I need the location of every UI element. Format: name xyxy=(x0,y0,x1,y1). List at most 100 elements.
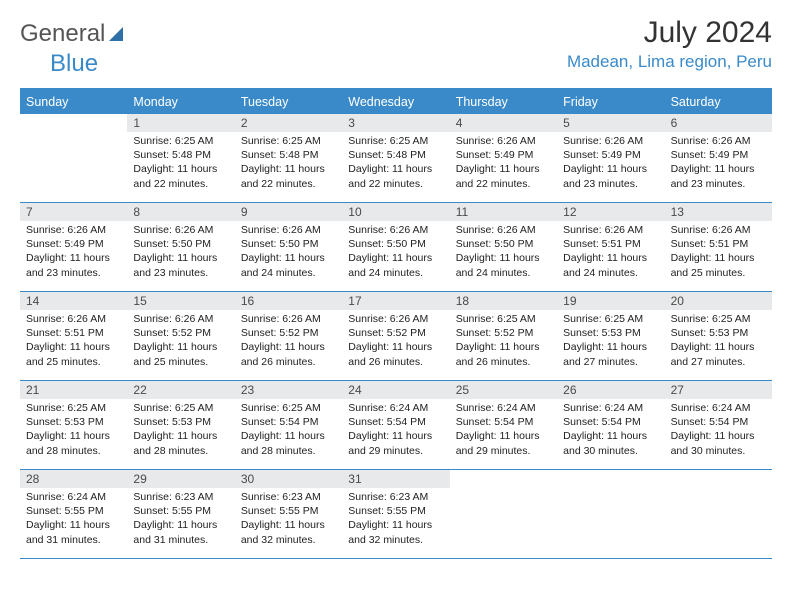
daylight-text-2: and 23 minutes. xyxy=(563,177,658,191)
daylight-text-1: Daylight: 11 hours xyxy=(133,518,228,532)
sunset-text: Sunset: 5:51 PM xyxy=(26,326,121,340)
daylight-text-2: and 26 minutes. xyxy=(456,355,551,369)
day-cell: 21Sunrise: 6:25 AMSunset: 5:53 PMDayligh… xyxy=(20,381,127,469)
day-cell: 3Sunrise: 6:25 AMSunset: 5:48 PMDaylight… xyxy=(342,114,449,202)
day-number-empty xyxy=(665,470,772,488)
weekday-header: Sunday Monday Tuesday Wednesday Thursday… xyxy=(20,90,772,114)
sail-icon xyxy=(109,27,123,41)
sunrise-text: Sunrise: 6:26 AM xyxy=(456,223,551,237)
daylight-text-2: and 25 minutes. xyxy=(133,355,228,369)
daylight-text-1: Daylight: 11 hours xyxy=(348,340,443,354)
daylight-text-1: Daylight: 11 hours xyxy=(671,162,766,176)
sunrise-text: Sunrise: 6:24 AM xyxy=(26,490,121,504)
day-cell: 29Sunrise: 6:23 AMSunset: 5:55 PMDayligh… xyxy=(127,470,234,558)
day-cell: 27Sunrise: 6:24 AMSunset: 5:54 PMDayligh… xyxy=(665,381,772,469)
sunrise-text: Sunrise: 6:23 AM xyxy=(348,490,443,504)
day-cell: 23Sunrise: 6:25 AMSunset: 5:54 PMDayligh… xyxy=(235,381,342,469)
day-cell: 31Sunrise: 6:23 AMSunset: 5:55 PMDayligh… xyxy=(342,470,449,558)
daylight-text-2: and 29 minutes. xyxy=(348,444,443,458)
sunrise-text: Sunrise: 6:26 AM xyxy=(348,312,443,326)
daylight-text-2: and 28 minutes. xyxy=(241,444,336,458)
day-cell: 18Sunrise: 6:25 AMSunset: 5:52 PMDayligh… xyxy=(450,292,557,380)
day-number: 20 xyxy=(665,292,772,310)
sunset-text: Sunset: 5:50 PM xyxy=(348,237,443,251)
day-cell: 30Sunrise: 6:23 AMSunset: 5:55 PMDayligh… xyxy=(235,470,342,558)
day-body: Sunrise: 6:24 AMSunset: 5:54 PMDaylight:… xyxy=(557,399,664,462)
daylight-text-2: and 31 minutes. xyxy=(133,533,228,547)
day-cell: 12Sunrise: 6:26 AMSunset: 5:51 PMDayligh… xyxy=(557,203,664,291)
sunset-text: Sunset: 5:50 PM xyxy=(241,237,336,251)
daylight-text-2: and 32 minutes. xyxy=(348,533,443,547)
daylight-text-2: and 22 minutes. xyxy=(348,177,443,191)
sunset-text: Sunset: 5:52 PM xyxy=(133,326,228,340)
day-cell: 2Sunrise: 6:25 AMSunset: 5:48 PMDaylight… xyxy=(235,114,342,202)
sunrise-text: Sunrise: 6:26 AM xyxy=(241,312,336,326)
day-cell: 7Sunrise: 6:26 AMSunset: 5:49 PMDaylight… xyxy=(20,203,127,291)
day-cell: 20Sunrise: 6:25 AMSunset: 5:53 PMDayligh… xyxy=(665,292,772,380)
sunrise-text: Sunrise: 6:26 AM xyxy=(671,223,766,237)
week-row: 21Sunrise: 6:25 AMSunset: 5:53 PMDayligh… xyxy=(20,381,772,470)
daylight-text-2: and 28 minutes. xyxy=(133,444,228,458)
daylight-text-1: Daylight: 11 hours xyxy=(671,340,766,354)
sunrise-text: Sunrise: 6:25 AM xyxy=(241,134,336,148)
day-body: Sunrise: 6:25 AMSunset: 5:53 PMDaylight:… xyxy=(665,310,772,373)
sunrise-text: Sunrise: 6:24 AM xyxy=(563,401,658,415)
daylight-text-1: Daylight: 11 hours xyxy=(456,162,551,176)
day-number: 8 xyxy=(127,203,234,221)
sunrise-text: Sunrise: 6:25 AM xyxy=(133,134,228,148)
sunrise-text: Sunrise: 6:25 AM xyxy=(348,134,443,148)
day-body: Sunrise: 6:24 AMSunset: 5:54 PMDaylight:… xyxy=(342,399,449,462)
daylight-text-1: Daylight: 11 hours xyxy=(26,429,121,443)
day-cell: 26Sunrise: 6:24 AMSunset: 5:54 PMDayligh… xyxy=(557,381,664,469)
day-number: 22 xyxy=(127,381,234,399)
day-cell xyxy=(450,470,557,558)
day-number: 4 xyxy=(450,114,557,132)
daylight-text-2: and 30 minutes. xyxy=(563,444,658,458)
daylight-text-1: Daylight: 11 hours xyxy=(348,251,443,265)
daylight-text-1: Daylight: 11 hours xyxy=(241,251,336,265)
sunset-text: Sunset: 5:49 PM xyxy=(671,148,766,162)
weekday-thursday: Thursday xyxy=(450,90,557,114)
sunrise-text: Sunrise: 6:26 AM xyxy=(241,223,336,237)
day-cell: 14Sunrise: 6:26 AMSunset: 5:51 PMDayligh… xyxy=(20,292,127,380)
weekday-saturday: Saturday xyxy=(665,90,772,114)
weekday-wednesday: Wednesday xyxy=(342,90,449,114)
day-body: Sunrise: 6:24 AMSunset: 5:54 PMDaylight:… xyxy=(665,399,772,462)
day-body: Sunrise: 6:26 AMSunset: 5:49 PMDaylight:… xyxy=(665,132,772,195)
sunset-text: Sunset: 5:51 PM xyxy=(671,237,766,251)
day-number: 13 xyxy=(665,203,772,221)
week-row: 1Sunrise: 6:25 AMSunset: 5:48 PMDaylight… xyxy=(20,114,772,203)
day-body: Sunrise: 6:26 AMSunset: 5:52 PMDaylight:… xyxy=(342,310,449,373)
sunrise-text: Sunrise: 6:25 AM xyxy=(26,401,121,415)
sunrise-text: Sunrise: 6:23 AM xyxy=(241,490,336,504)
day-cell xyxy=(20,114,127,202)
day-body: Sunrise: 6:25 AMSunset: 5:53 PMDaylight:… xyxy=(127,399,234,462)
day-body: Sunrise: 6:23 AMSunset: 5:55 PMDaylight:… xyxy=(127,488,234,551)
logo-text-blue: Blue xyxy=(50,50,792,78)
sunset-text: Sunset: 5:54 PM xyxy=(348,415,443,429)
sunset-text: Sunset: 5:55 PM xyxy=(26,504,121,518)
day-body: Sunrise: 6:26 AMSunset: 5:51 PMDaylight:… xyxy=(665,221,772,284)
sunrise-text: Sunrise: 6:24 AM xyxy=(348,401,443,415)
day-body: Sunrise: 6:26 AMSunset: 5:51 PMDaylight:… xyxy=(557,221,664,284)
sunrise-text: Sunrise: 6:26 AM xyxy=(26,223,121,237)
daylight-text-1: Daylight: 11 hours xyxy=(241,162,336,176)
day-cell: 5Sunrise: 6:26 AMSunset: 5:49 PMDaylight… xyxy=(557,114,664,202)
day-number: 28 xyxy=(20,470,127,488)
daylight-text-2: and 29 minutes. xyxy=(456,444,551,458)
daylight-text-1: Daylight: 11 hours xyxy=(348,429,443,443)
daylight-text-2: and 27 minutes. xyxy=(671,355,766,369)
sunset-text: Sunset: 5:49 PM xyxy=(456,148,551,162)
daylight-text-1: Daylight: 11 hours xyxy=(456,251,551,265)
day-body: Sunrise: 6:25 AMSunset: 5:52 PMDaylight:… xyxy=(450,310,557,373)
daylight-text-2: and 24 minutes. xyxy=(563,266,658,280)
daylight-text-1: Daylight: 11 hours xyxy=(348,162,443,176)
day-number: 21 xyxy=(20,381,127,399)
calendar: Sunday Monday Tuesday Wednesday Thursday… xyxy=(20,88,772,559)
weeks-container: 1Sunrise: 6:25 AMSunset: 5:48 PMDaylight… xyxy=(20,114,772,559)
daylight-text-1: Daylight: 11 hours xyxy=(241,340,336,354)
daylight-text-2: and 23 minutes. xyxy=(26,266,121,280)
day-number-empty xyxy=(557,470,664,488)
daylight-text-2: and 26 minutes. xyxy=(241,355,336,369)
daylight-text-1: Daylight: 11 hours xyxy=(456,340,551,354)
